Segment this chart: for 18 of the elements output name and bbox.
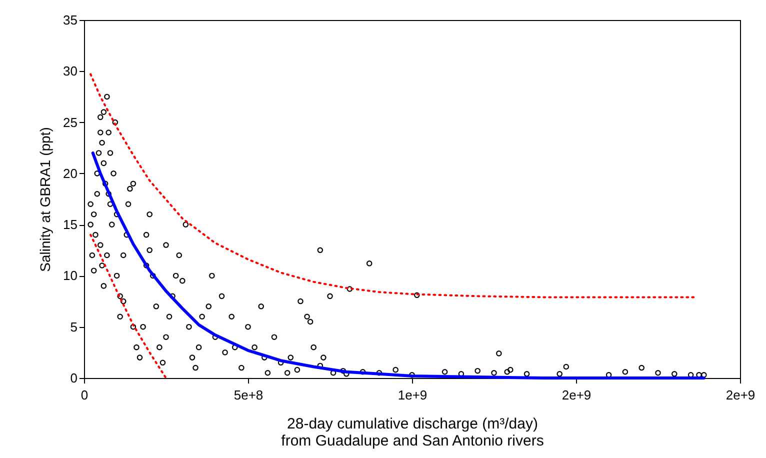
y-tick-label: 15 xyxy=(63,217,78,232)
x-tick-label: 5e+8 xyxy=(234,388,264,402)
x-tick-label: 2e+9 xyxy=(726,388,756,402)
x-tick-label: 2e+9 xyxy=(562,388,592,402)
y-tick-label: 30 xyxy=(63,64,78,79)
y-axis-title: Salinity at GBRA1 (ppt) xyxy=(37,127,54,272)
y-tick-label: 5 xyxy=(70,319,78,334)
x-axis-title: 28-day cumulative discharge (m³/day) from Guadalupe and San Antonio rivers xyxy=(281,416,544,450)
y-tick-label: 35 xyxy=(63,12,78,28)
y-tick-label: 25 xyxy=(63,114,78,130)
x-tick-label: 1e+9 xyxy=(398,388,428,402)
y-tick-label: 10 xyxy=(63,268,78,284)
line-series xyxy=(91,151,706,380)
x-tick-label: 0 xyxy=(80,388,88,402)
y-tick-label: 0 xyxy=(70,370,78,386)
line-series xyxy=(90,234,167,379)
y-tick-label: 20 xyxy=(63,166,78,181)
line-series xyxy=(90,73,696,298)
